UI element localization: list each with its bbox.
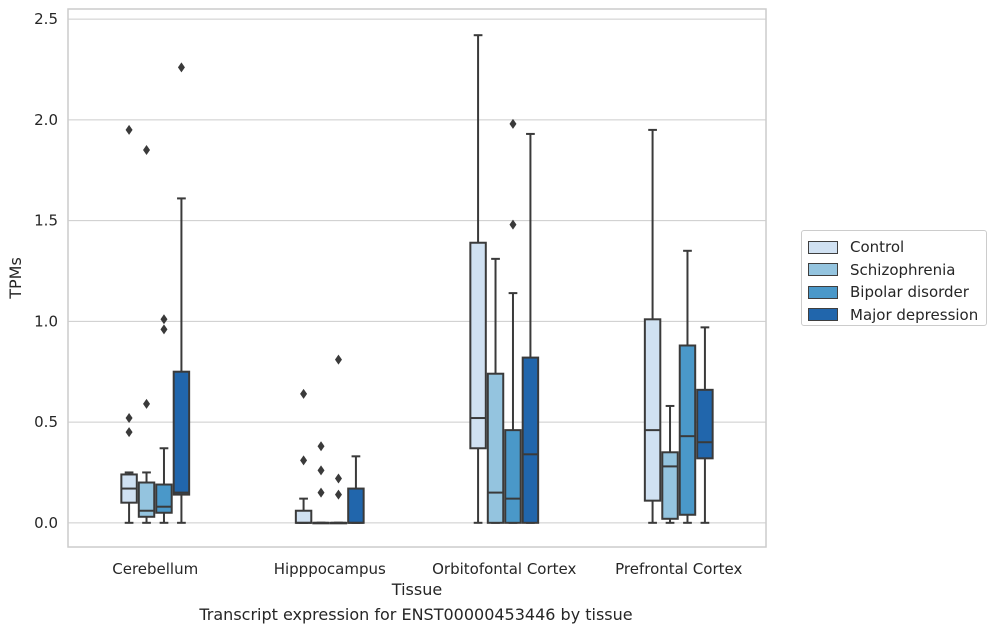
outlier-point — [509, 118, 517, 129]
legend-item: Schizophrenia — [808, 259, 986, 282]
outlier-point — [125, 427, 133, 438]
outlier-point — [334, 489, 342, 500]
outlier-point — [317, 465, 325, 476]
legend-item: Control — [808, 236, 986, 259]
y-tick-label: 0.5 — [34, 413, 58, 431]
box — [347, 487, 365, 524]
outlier-point — [177, 62, 185, 73]
x-axis-label: Tissue — [391, 580, 442, 599]
legend-label: Control — [850, 238, 905, 257]
outlier-point — [125, 124, 133, 135]
box — [172, 370, 191, 496]
legend: Control Schizophrenia Bipolar disorder Majo… — [801, 230, 987, 326]
legend-label: Bipolar disorder — [850, 283, 969, 302]
plot-frame — [67, 8, 767, 548]
legend-swatch — [808, 263, 838, 277]
box — [294, 509, 313, 524]
y-tick-label: 1.0 — [34, 312, 58, 330]
outlier-point — [317, 441, 325, 452]
box — [521, 356, 540, 524]
legend-item: Bipolar disorder — [808, 281, 986, 304]
legend-swatch — [808, 240, 838, 254]
y-tick-label: 2.5 — [34, 10, 58, 28]
box — [661, 451, 679, 520]
legend-label: Major depression — [850, 305, 979, 324]
y-tick-label: 2.0 — [34, 111, 58, 129]
y-tick-label: 1.5 — [34, 212, 58, 230]
outlier-point — [509, 219, 517, 230]
box — [678, 344, 697, 516]
x-tick-label: Orbitofontal Cortex — [432, 560, 576, 578]
outlier-point — [334, 354, 342, 365]
x-tick-label: Prefrontal Cortex — [615, 560, 742, 578]
outlier-point — [160, 324, 168, 335]
x-tick-label: Hipppocampus — [274, 560, 386, 578]
outlier-point — [300, 455, 308, 466]
outlier-point — [125, 413, 133, 424]
legend-label: Schizophrenia — [850, 260, 956, 279]
outlier-point — [143, 398, 151, 409]
outlier-point — [143, 145, 151, 156]
box — [486, 372, 505, 524]
chart-caption: Transcript expression for ENST0000045344… — [199, 605, 633, 624]
y-tick-label: 0.0 — [34, 514, 58, 532]
box — [696, 388, 714, 460]
box — [504, 429, 522, 524]
legend-item: Major depression — [808, 304, 986, 327]
outlier-point — [334, 473, 342, 484]
box — [137, 481, 156, 518]
box — [643, 318, 662, 502]
box — [469, 241, 487, 450]
x-tick-label: Cerebellum — [112, 560, 198, 578]
outlier-point — [160, 314, 168, 325]
outlier-point — [317, 487, 325, 498]
legend-swatch — [808, 285, 838, 299]
y-axis-label: TPMs — [6, 257, 25, 300]
box — [155, 483, 173, 514]
legend-swatch — [808, 308, 838, 322]
outlier-point — [300, 388, 308, 399]
